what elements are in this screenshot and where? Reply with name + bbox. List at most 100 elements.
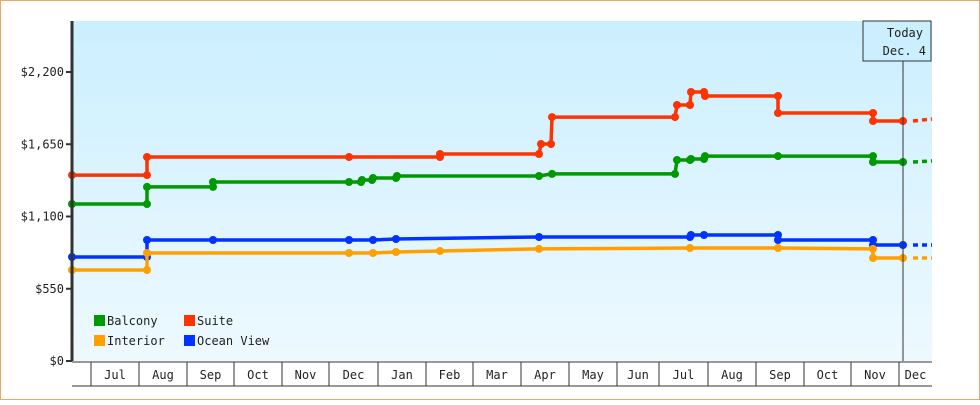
data-point[interactable] bbox=[392, 235, 400, 243]
data-point[interactable] bbox=[436, 150, 444, 158]
month-label: May bbox=[582, 368, 604, 382]
data-point[interactable] bbox=[686, 244, 694, 252]
y-tick-label: $1,650 bbox=[21, 137, 64, 151]
today-label: Today bbox=[887, 26, 923, 40]
data-point[interactable] bbox=[774, 92, 782, 100]
series-interior bbox=[68, 244, 932, 274]
legend-item-ocean-view[interactable]: Ocean View bbox=[184, 334, 270, 348]
data-point[interactable] bbox=[209, 178, 217, 186]
data-point[interactable] bbox=[535, 233, 543, 241]
data-point[interactable] bbox=[548, 113, 556, 122]
data-point[interactable] bbox=[358, 176, 366, 184]
month-label: Jul bbox=[673, 368, 695, 382]
series-suite bbox=[68, 88, 933, 180]
data-point[interactable] bbox=[436, 247, 444, 255]
month-label: Jun bbox=[627, 368, 649, 382]
data-point[interactable] bbox=[345, 249, 353, 257]
data-point[interactable] bbox=[687, 231, 695, 239]
data-point[interactable] bbox=[143, 171, 151, 180]
today-date: Dec. 4 bbox=[883, 44, 926, 58]
data-point[interactable] bbox=[143, 266, 151, 274]
data-point[interactable] bbox=[671, 113, 679, 122]
y-tick-label: $2,200 bbox=[21, 65, 64, 79]
data-point[interactable] bbox=[701, 92, 709, 100]
series-balcony bbox=[68, 152, 933, 208]
legend-label: Balcony bbox=[107, 314, 158, 328]
month-label: Mar bbox=[486, 368, 508, 382]
data-point[interactable] bbox=[393, 172, 401, 180]
data-point[interactable] bbox=[345, 153, 353, 161]
today-marker: Today Dec. 4 bbox=[862, 20, 932, 361]
month-label: Aug bbox=[721, 368, 743, 382]
legend-swatch bbox=[94, 315, 105, 326]
data-point[interactable] bbox=[535, 172, 543, 180]
data-point[interactable] bbox=[774, 244, 782, 252]
data-point[interactable] bbox=[700, 231, 708, 239]
month-label: Dec bbox=[343, 368, 365, 382]
forecast-line bbox=[912, 117, 933, 123]
data-point[interactable] bbox=[537, 140, 545, 148]
data-point[interactable] bbox=[869, 152, 877, 161]
month-label: Oct bbox=[817, 368, 839, 382]
data-point[interactable] bbox=[774, 152, 782, 161]
data-point[interactable] bbox=[143, 200, 151, 208]
data-point[interactable] bbox=[143, 182, 151, 191]
legend-label: Suite bbox=[197, 314, 233, 328]
month-label: Oct bbox=[247, 368, 269, 382]
data-point[interactable] bbox=[535, 244, 543, 253]
data-point[interactable] bbox=[143, 153, 151, 161]
data-point[interactable] bbox=[345, 236, 353, 244]
data-point[interactable] bbox=[869, 254, 877, 262]
legend-item-interior[interactable]: Interior bbox=[94, 334, 165, 348]
data-point[interactable] bbox=[548, 169, 556, 178]
data-point[interactable] bbox=[774, 109, 782, 117]
data-point[interactable] bbox=[345, 178, 353, 186]
data-point[interactable] bbox=[687, 88, 695, 96]
y-tick-label: $550 bbox=[35, 282, 64, 296]
month-label: Aug bbox=[152, 368, 174, 382]
month-label: Feb bbox=[439, 368, 461, 382]
data-point[interactable] bbox=[209, 236, 217, 244]
data-point[interactable] bbox=[687, 155, 695, 163]
forecast-line bbox=[912, 159, 933, 164]
series-layer bbox=[68, 88, 933, 274]
data-point[interactable] bbox=[869, 244, 877, 253]
data-point[interactable] bbox=[673, 156, 681, 164]
data-point[interactable] bbox=[143, 249, 151, 257]
data-point[interactable] bbox=[143, 236, 151, 244]
month-label: Apr bbox=[534, 368, 556, 382]
legend-item-balcony[interactable]: Balcony bbox=[94, 314, 158, 328]
data-point[interactable] bbox=[369, 174, 377, 182]
month-label: Sep bbox=[769, 368, 791, 382]
data-point[interactable] bbox=[686, 101, 694, 109]
legend-swatch bbox=[184, 315, 195, 326]
today-box bbox=[862, 20, 932, 62]
legend-item-suite[interactable]: Suite bbox=[184, 314, 233, 328]
data-point[interactable] bbox=[535, 150, 543, 158]
month-label: Nov bbox=[295, 368, 317, 382]
data-point[interactable] bbox=[869, 117, 877, 125]
data-point[interactable] bbox=[673, 101, 681, 109]
series-ocean-view bbox=[68, 231, 932, 261]
data-point[interactable] bbox=[869, 109, 877, 117]
data-point[interactable] bbox=[392, 248, 400, 256]
legend-swatch bbox=[184, 335, 195, 346]
month-label: Dec bbox=[905, 368, 927, 382]
x-axis: Jul Aug Sep Oct Nov Dec Jan Feb Mar Apr May Jun Jul A… bbox=[72, 361, 932, 387]
legend-label: Ocean View bbox=[197, 334, 270, 348]
data-point[interactable] bbox=[369, 249, 377, 257]
data-point[interactable] bbox=[701, 152, 709, 161]
y-tick-label: $0 bbox=[50, 354, 64, 368]
data-point[interactable] bbox=[547, 140, 555, 148]
data-point[interactable] bbox=[869, 158, 877, 166]
y-axis: $0 $550 $1,100 $1,650 $2,200 bbox=[21, 21, 74, 368]
data-point[interactable] bbox=[369, 236, 377, 244]
month-label: Jan bbox=[391, 368, 413, 382]
legend-label: Interior bbox=[107, 334, 165, 348]
data-point[interactable] bbox=[671, 169, 679, 178]
month-label: Nov bbox=[864, 368, 886, 382]
month-label: Jul bbox=[104, 368, 126, 382]
data-point[interactable] bbox=[774, 236, 782, 244]
